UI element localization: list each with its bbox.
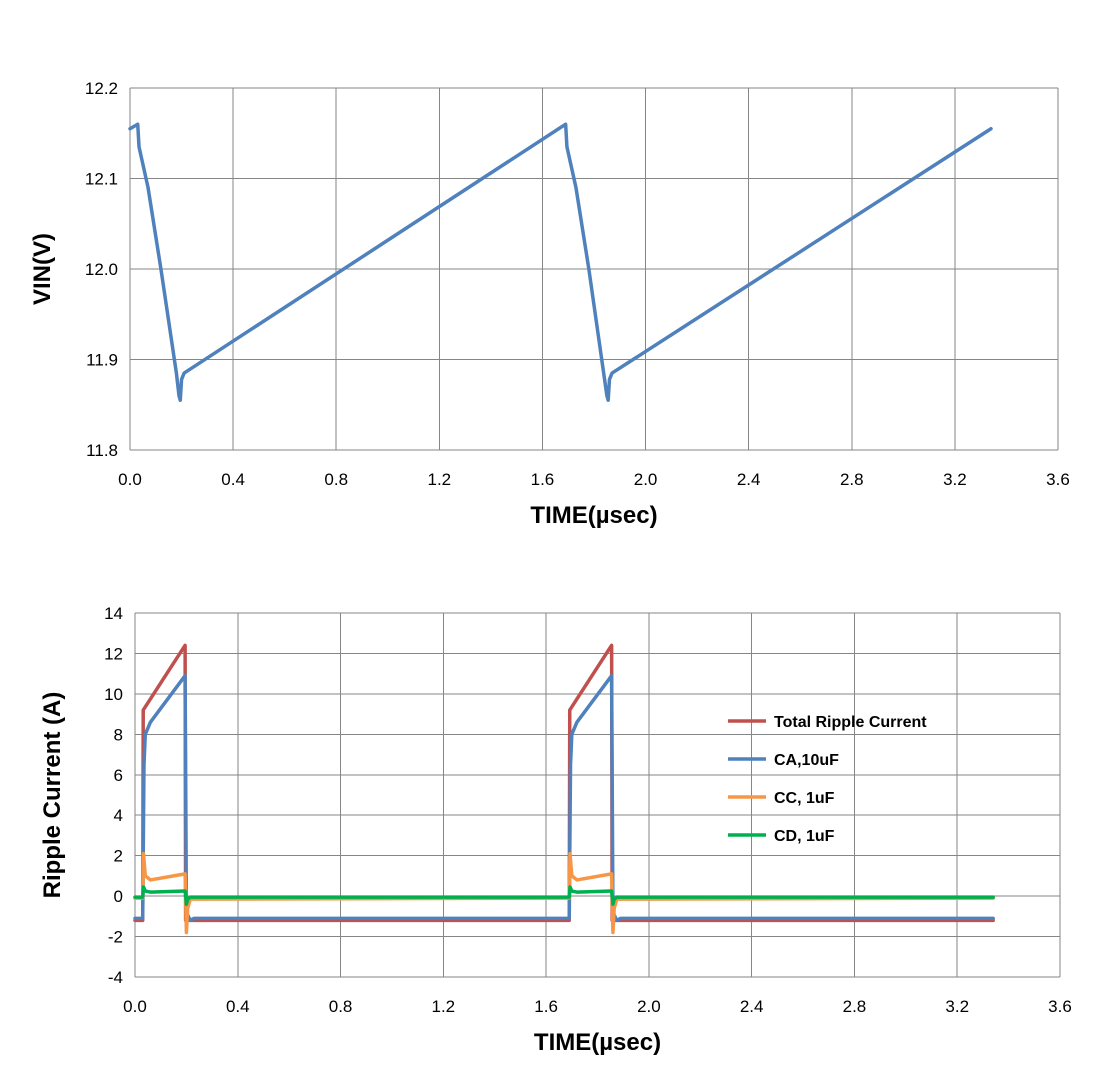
x-tick-label: 1.2 [428,470,452,489]
x-tick-label: 2.8 [840,470,864,489]
x-tick-label: 2.8 [843,997,867,1016]
x-tick-label: 2.0 [634,470,658,489]
x-tick-label: 0.4 [226,997,250,1016]
legend-entry: CA,10uF [774,752,839,769]
y-tick-label: 11.9 [86,351,118,370]
x-tick-label: 3.6 [1048,997,1072,1016]
legend: Total Ripple Current CA,10uF CC, 1uF CD, 1u… [728,714,927,845]
y-axis-title: VIN(V) [29,233,56,305]
legend-entry: CD, 1uF [774,828,835,845]
legend-entry: CC, 1uF [774,790,835,807]
x-tick-label: 1.6 [531,470,555,489]
ripple-current-chart: -4 -2 0 2 4 6 8 10 12 14 0.0 0.4 0.8 1.2 1.6 2.0 2.4 2.8 3… [39,604,1072,1056]
series-line-0 [128,122,993,402]
y-tick-label: 11.8 [86,441,118,460]
x-tick-label: 2.4 [737,470,761,489]
x-axis-title: TIME(µsec) [534,1029,661,1056]
y-tick-label: 8 [114,725,123,744]
x-tick-label: 0.0 [118,470,142,489]
x-tick-label: 2.4 [740,997,764,1016]
x-tick-label: 0.8 [329,997,353,1016]
y-tick-label: 10 [104,685,123,704]
x-axis-title: TIME(µsec) [530,502,657,529]
y-tick-label: 14 [104,604,123,623]
x-tick-label: 0.4 [221,470,245,489]
y-tick-label: 2 [114,847,123,866]
x-tick-label: 1.2 [432,997,456,1016]
y-tick-label: 12.1 [85,170,118,189]
y-tick-label: 0 [114,887,123,906]
y-tick-label: -2 [108,928,123,947]
legend-entry: Total Ripple Current [774,714,927,731]
x-tick-label: 3.2 [945,997,969,1016]
y-tick-label: 4 [114,806,123,825]
series-line-cd-1uf [133,885,995,906]
y-tick-label: -4 [108,968,123,987]
y-tick-label: 12.2 [85,79,118,98]
x-tick-label: 0.8 [324,470,348,489]
y-tick-label: 12 [104,644,123,663]
vin-chart: 11.8 11.9 12.0 12.1 12.2 0.0 0.4 0.8 1.2 1.6 2.0 2.… [29,79,1070,529]
series-line-total-ripple-current [133,643,995,923]
series-line-ca-10uf [133,673,995,923]
y-tick-label: 12.0 [85,260,118,279]
x-tick-label: 0.0 [123,997,147,1016]
x-tick-label: 3.2 [943,470,967,489]
y-tick-label: 6 [114,766,123,785]
x-tick-label: 2.0 [637,997,661,1016]
x-tick-label: 3.6 [1046,470,1070,489]
x-tick-label: 1.6 [534,997,558,1016]
y-axis-title: Ripple Current (A) [39,692,66,899]
